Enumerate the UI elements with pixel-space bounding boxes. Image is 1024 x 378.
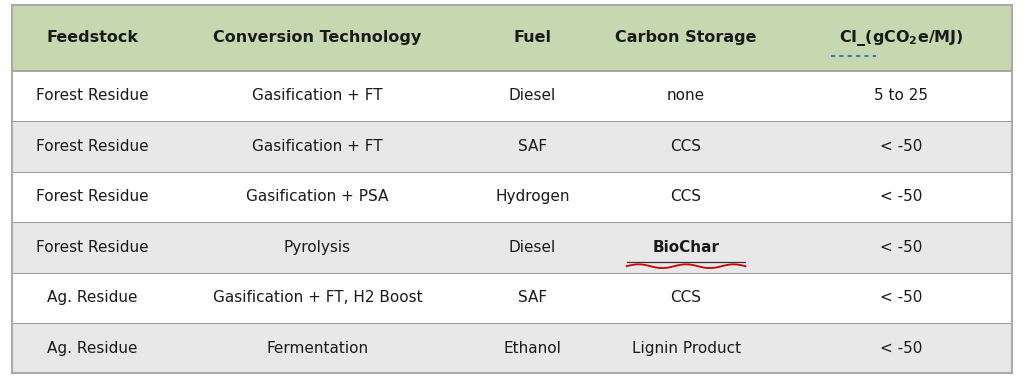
- Bar: [12, 172, 1012, 222]
- Text: BioChar: BioChar: [652, 240, 720, 255]
- Bar: [12, 323, 1012, 373]
- Text: Diesel: Diesel: [509, 240, 556, 255]
- Text: Pyrolysis: Pyrolysis: [284, 240, 351, 255]
- Text: < -50: < -50: [880, 189, 923, 204]
- Text: < -50: < -50: [880, 240, 923, 255]
- Text: Fermentation: Fermentation: [266, 341, 369, 356]
- Text: CCS: CCS: [671, 290, 701, 305]
- Bar: [12, 273, 1012, 323]
- Text: Gasification + FT, H2 Boost: Gasification + FT, H2 Boost: [213, 290, 422, 305]
- Text: Forest Residue: Forest Residue: [36, 88, 148, 104]
- Text: Ag. Residue: Ag. Residue: [47, 341, 137, 356]
- Text: CCS: CCS: [671, 139, 701, 154]
- Text: CCS: CCS: [671, 189, 701, 204]
- Text: < -50: < -50: [880, 290, 923, 305]
- Bar: [12, 5, 1012, 71]
- Bar: [12, 222, 1012, 273]
- Text: Gasification + FT: Gasification + FT: [252, 88, 383, 104]
- Text: none: none: [667, 88, 706, 104]
- Text: Hydrogen: Hydrogen: [496, 189, 569, 204]
- Text: Gasification + PSA: Gasification + PSA: [246, 189, 389, 204]
- Text: Carbon Storage: Carbon Storage: [615, 30, 757, 45]
- Text: $\mathbf{CI}$$\mathbf{\_}$$\mathbf{(gCO_2e/MJ)}$: $\mathbf{CI}$$\mathbf{\_}$$\mathbf{(gCO_…: [839, 28, 964, 48]
- Text: Conversion Technology: Conversion Technology: [213, 30, 422, 45]
- Text: Fuel: Fuel: [513, 30, 552, 45]
- Text: Forest Residue: Forest Residue: [36, 189, 148, 204]
- Text: 5 to 25: 5 to 25: [874, 88, 928, 104]
- Text: Ethanol: Ethanol: [504, 341, 561, 356]
- Text: SAF: SAF: [518, 139, 547, 154]
- Text: < -50: < -50: [880, 341, 923, 356]
- Text: SAF: SAF: [518, 290, 547, 305]
- Bar: [12, 71, 1012, 121]
- Text: Feedstock: Feedstock: [46, 30, 138, 45]
- Text: Ag. Residue: Ag. Residue: [47, 290, 137, 305]
- Text: Forest Residue: Forest Residue: [36, 139, 148, 154]
- Text: Gasification + FT: Gasification + FT: [252, 139, 383, 154]
- Text: Lignin Product: Lignin Product: [632, 341, 740, 356]
- Text: < -50: < -50: [880, 139, 923, 154]
- Bar: [12, 121, 1012, 172]
- Text: Diesel: Diesel: [509, 88, 556, 104]
- Text: Forest Residue: Forest Residue: [36, 240, 148, 255]
